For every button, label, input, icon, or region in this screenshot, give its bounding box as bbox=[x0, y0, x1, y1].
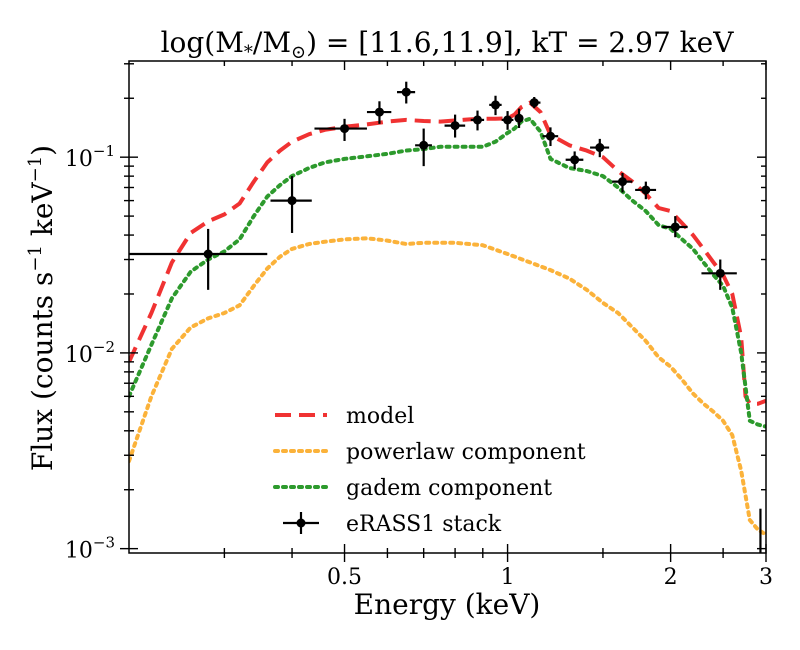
data-point bbox=[444, 114, 466, 138]
data-marker bbox=[450, 121, 460, 131]
data-points-layer bbox=[129, 81, 765, 562]
data-point bbox=[129, 228, 268, 290]
x-tick-label: 1 bbox=[501, 565, 515, 590]
data-point bbox=[501, 111, 514, 130]
legend-label: powerlaw component bbox=[346, 440, 586, 465]
data-marker bbox=[756, 553, 765, 562]
data-marker bbox=[641, 185, 651, 195]
data-point bbox=[489, 95, 502, 116]
series-line-model bbox=[129, 100, 766, 406]
data-marker bbox=[618, 177, 628, 187]
data-marker bbox=[419, 140, 429, 150]
legend-label: model bbox=[346, 404, 414, 429]
x-tick-label: 3 bbox=[759, 565, 773, 590]
x-tick-label: 0.5 bbox=[327, 565, 362, 590]
data-marker bbox=[670, 222, 680, 232]
data-point bbox=[635, 181, 657, 200]
ticks-layer: 10−3 10−2 10−1 0.5 1 2 3 bbox=[65, 61, 773, 590]
data-marker bbox=[340, 124, 350, 134]
data-marker bbox=[401, 87, 411, 97]
data-marker bbox=[374, 107, 384, 117]
data-point bbox=[529, 96, 541, 109]
data-marker bbox=[545, 131, 555, 141]
legend-entry: eRASS1 stack bbox=[283, 512, 502, 537]
chart-title: log(M*/M⊙) = [11.6,11.9], kT = 2.97 keV bbox=[161, 26, 735, 63]
legend-swatch-marker bbox=[296, 518, 306, 528]
data-point bbox=[542, 127, 559, 147]
data-point bbox=[314, 118, 367, 141]
data-marker bbox=[595, 143, 605, 153]
legend-entry: gadem component bbox=[273, 476, 552, 501]
legend-label: gadem component bbox=[346, 476, 552, 501]
data-marker bbox=[514, 113, 524, 123]
y-axis-label: Flux (counts s−1 keV−1) bbox=[25, 145, 59, 471]
data-point bbox=[662, 216, 688, 238]
data-point bbox=[415, 128, 432, 167]
legend: model powerlaw component gadem component eR… bbox=[273, 404, 586, 537]
data-point bbox=[590, 138, 610, 158]
x-axis-label: Energy (keV) bbox=[354, 588, 541, 621]
x-tick-label: 2 bbox=[664, 565, 678, 590]
data-point bbox=[565, 151, 584, 170]
data-point bbox=[612, 173, 633, 193]
data-marker bbox=[287, 196, 297, 206]
data-point bbox=[397, 81, 416, 104]
data-point bbox=[270, 176, 312, 233]
data-marker bbox=[203, 249, 213, 259]
data-point bbox=[470, 110, 485, 131]
plot-frame bbox=[128, 60, 767, 554]
legend-entry: model bbox=[275, 404, 414, 429]
legend-entry: powerlaw component bbox=[273, 440, 586, 465]
data-marker bbox=[491, 100, 501, 110]
data-point bbox=[756, 508, 765, 562]
series-line-gadem-component bbox=[129, 116, 766, 429]
data-marker bbox=[715, 268, 725, 278]
data-marker bbox=[529, 98, 539, 108]
series-layer bbox=[129, 100, 766, 537]
data-marker bbox=[570, 155, 580, 165]
data-marker bbox=[473, 115, 483, 125]
data-marker bbox=[503, 115, 513, 125]
y-tick-label: 10−1 bbox=[65, 142, 115, 172]
y-tick-label: 10−3 bbox=[65, 534, 115, 564]
data-point bbox=[701, 259, 737, 290]
data-point bbox=[514, 108, 524, 128]
series-line-powerlaw-component bbox=[129, 236, 766, 537]
y-tick-label: 10−2 bbox=[65, 338, 115, 368]
data-point bbox=[366, 101, 392, 124]
legend-label: eRASS1 stack bbox=[346, 512, 502, 537]
